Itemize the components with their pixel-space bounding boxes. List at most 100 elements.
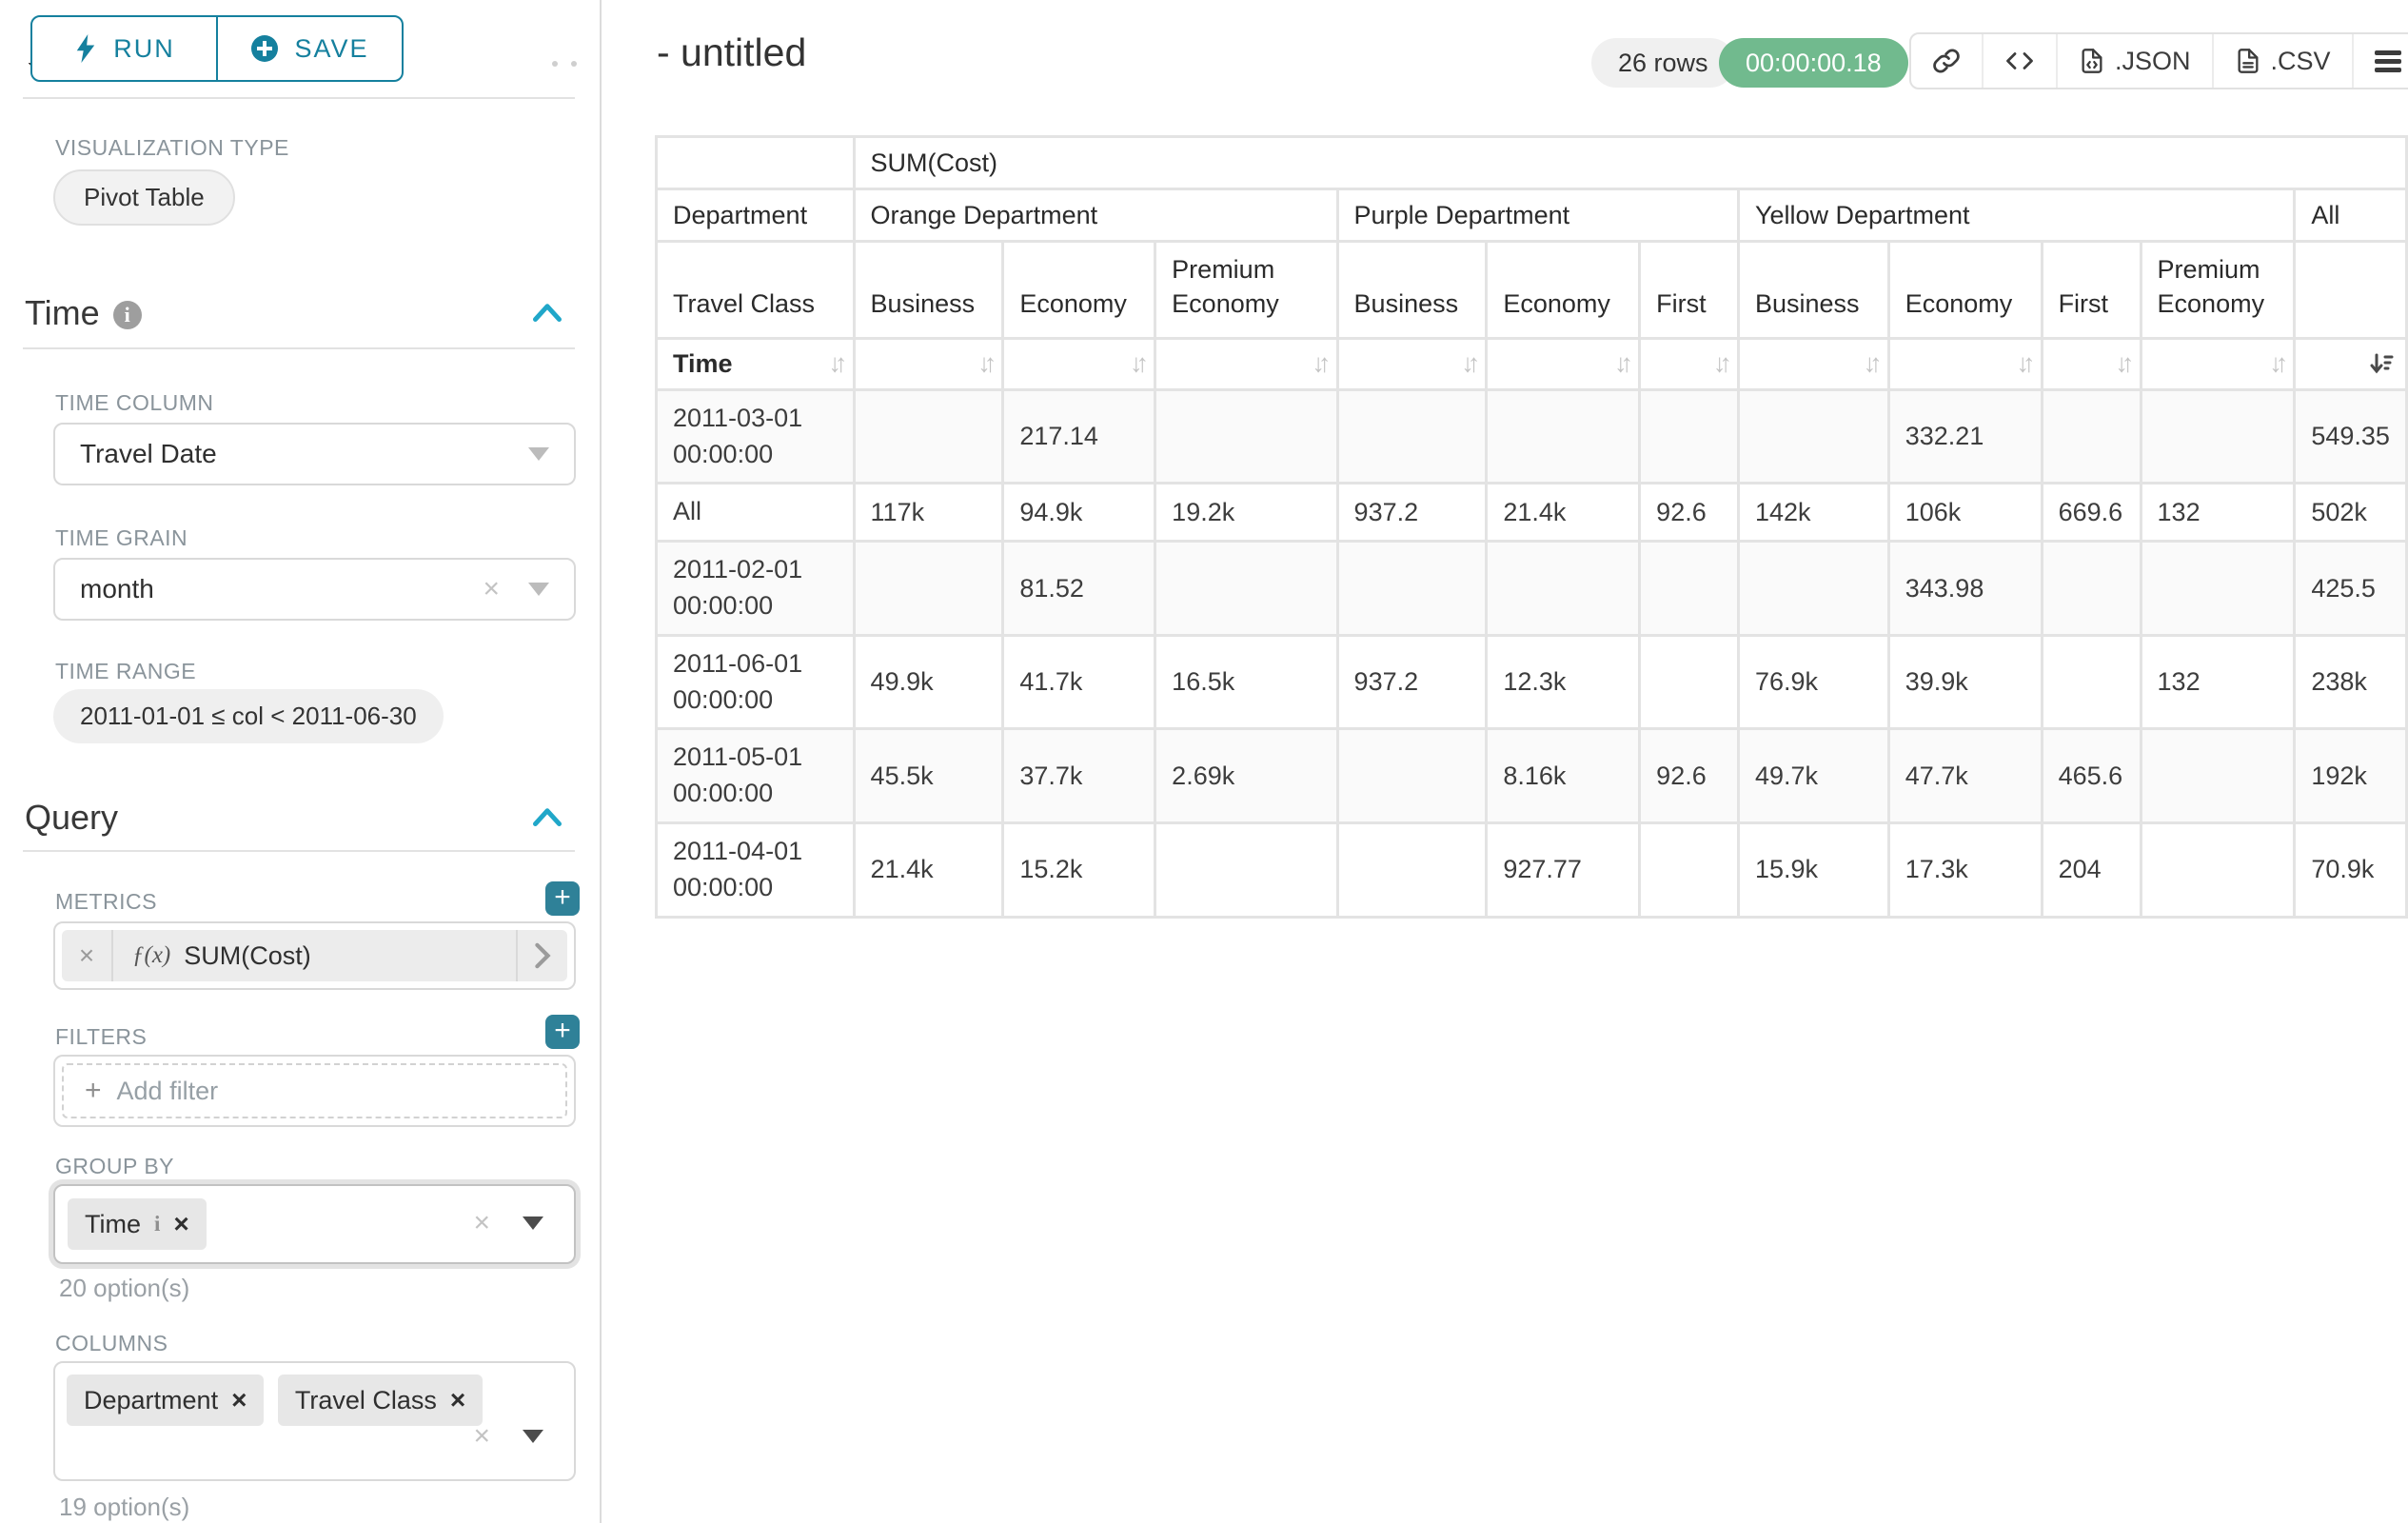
filters-label: FILTERS (55, 1024, 147, 1050)
table-cell: 49.7k (1740, 730, 1887, 821)
travel-class-header-row: Travel Class Business Economy Premium Ec… (658, 243, 2405, 337)
run-save-button-group: RUN SAVE (30, 15, 404, 82)
sort-icon[interactable]: ↓↑ (1614, 349, 1627, 379)
time-column-label: TIME COLUMN (55, 390, 214, 416)
time-row-dim-label: Time (673, 349, 733, 378)
table-row-all: All 117k 94.9k 19.2k 937.2 21.4k 92.6 14… (658, 485, 2405, 540)
visualization-type-pill[interactable]: Pivot Table (53, 169, 235, 226)
sort-icon[interactable]: ↓↑ (1130, 349, 1142, 379)
table-cell: 21.4k (1488, 485, 1638, 540)
sort-cell: ↓↑ (856, 340, 1002, 388)
time-section-title: Time (25, 293, 100, 332)
table-row: 2011-02-01 00:00:00 81.52 343.98 425.5 (658, 543, 2405, 634)
table-cell: 81.52 (1004, 543, 1154, 634)
sort-cell: ↓↑ (1004, 340, 1154, 388)
clear-icon[interactable]: × (473, 1209, 490, 1237)
table-cell: 106k (1890, 485, 2041, 540)
group-by-chip-time[interactable]: Time i × (68, 1198, 207, 1250)
table-cell (1339, 730, 1486, 821)
table-cell (856, 391, 1002, 483)
table-cell: 41.7k (1004, 637, 1154, 728)
save-button-label: SAVE (294, 34, 368, 64)
export-csv-button[interactable]: .CSV (2212, 34, 2352, 88)
chevron-up-icon[interactable] (533, 303, 562, 322)
lightning-icon (73, 34, 98, 63)
metrics-label: METRICS (55, 889, 157, 915)
sort-icon[interactable]: ↓↑ (1461, 349, 1473, 379)
sort-icon[interactable]: ↓↑ (1713, 349, 1726, 379)
table-cell: 45.5k (856, 730, 1002, 821)
add-filter-button[interactable]: + (545, 1015, 580, 1049)
remove-chip-icon[interactable]: × (231, 1385, 247, 1415)
file-code-icon (2079, 47, 2105, 75)
col-dim-header: Travel Class (658, 243, 853, 337)
row-count-badge: 26 rows (1591, 38, 1735, 88)
remove-chip-icon[interactable]: × (173, 1209, 188, 1239)
run-button[interactable]: RUN (32, 17, 216, 80)
sort-icon[interactable]: ↓↑ (2116, 349, 2128, 379)
table-cell: 117k (856, 485, 1002, 540)
sort-cell: ↓↑ (1641, 340, 1737, 388)
columns-select[interactable]: Department × Travel Class × × (53, 1361, 576, 1481)
chevron-right-icon[interactable] (516, 930, 567, 981)
add-filter-dropzone[interactable]: + Add filter (62, 1063, 567, 1118)
info-icon[interactable]: i (113, 301, 142, 329)
table-cell (1339, 391, 1486, 483)
sort-icon[interactable]: ↓↑ (2269, 349, 2281, 379)
copy-link-button[interactable] (1911, 34, 1982, 88)
table-cell (2142, 391, 2294, 483)
sort-icon[interactable]: ↓↑ (977, 349, 990, 379)
group-header-all: All (2296, 190, 2405, 240)
metric-chip[interactable]: × ƒ(x) SUM(Cost) (62, 930, 567, 981)
sort-descending-icon[interactable] (2369, 351, 2394, 376)
time-range-pill[interactable]: 2011-01-01 ≤ col < 2011-06-30 (53, 689, 444, 743)
leaf-header: First (1641, 243, 1737, 337)
time-section-header[interactable]: Timei (25, 293, 142, 333)
group-by-select[interactable]: Time i × × (53, 1184, 576, 1264)
table-cell (1156, 543, 1335, 634)
time-column-select[interactable]: Travel Date (53, 423, 576, 485)
sort-cell: ↓↑ (1339, 340, 1486, 388)
table-cell (856, 543, 1002, 634)
link-icon (1932, 47, 1961, 75)
remove-metric-icon[interactable]: × (62, 930, 113, 981)
time-grain-select[interactable]: month × (53, 558, 576, 621)
sort-icon[interactable]: ↓↑ (1313, 349, 1325, 379)
leaf-header: Economy (1488, 243, 1638, 337)
columns-chip-travel-class[interactable]: Travel Class × (278, 1375, 483, 1426)
row-header: 2011-02-01 00:00:00 (658, 543, 853, 634)
chip-label: Time (85, 1210, 141, 1239)
divider (23, 347, 575, 349)
sort-icon[interactable]: ↓↑ (829, 349, 841, 379)
table-cell: 549.35 (2296, 391, 2405, 483)
table-cell: 70.9k (2296, 824, 2405, 916)
table-cell (1488, 543, 1638, 634)
table-cell: 204 (2043, 824, 2140, 916)
add-metric-button[interactable]: + (545, 881, 580, 916)
sort-icon[interactable]: ↓↑ (2017, 349, 2029, 379)
clear-icon[interactable]: × (483, 575, 500, 603)
table-cell: 49.9k (856, 637, 1002, 728)
sort-icon[interactable]: ↓↑ (1864, 349, 1876, 379)
table-cell: 937.2 (1339, 637, 1486, 728)
chevron-up-icon[interactable] (533, 807, 562, 826)
chevron-down-icon[interactable] (528, 583, 549, 596)
corner-cell (658, 138, 853, 188)
leaf-header (2296, 243, 2405, 337)
menu-button[interactable] (2352, 34, 2408, 88)
save-button[interactable]: SAVE (216, 17, 402, 80)
table-cell: 502k (2296, 485, 2405, 540)
columns-chip-department[interactable]: Department × (67, 1375, 264, 1426)
chevron-down-icon[interactable] (523, 1216, 543, 1230)
embed-code-button[interactable] (1982, 34, 2056, 88)
chart-title[interactable]: - untitled (657, 30, 806, 75)
run-button-label: RUN (113, 34, 175, 64)
remove-chip-icon[interactable]: × (450, 1385, 465, 1415)
clear-icon[interactable]: × (473, 1422, 490, 1451)
sort-cell: ↓↑ (1488, 340, 1638, 388)
chevron-down-icon[interactable] (528, 447, 549, 461)
info-icon[interactable]: i (154, 1212, 160, 1236)
table-cell: 92.6 (1641, 485, 1737, 540)
export-json-button[interactable]: .JSON (2056, 34, 2212, 88)
chevron-down-icon[interactable] (523, 1430, 543, 1443)
